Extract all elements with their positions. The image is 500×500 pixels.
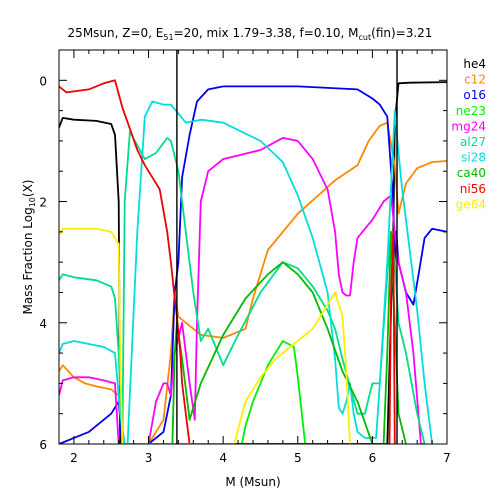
series-line-ge64 bbox=[59, 227, 351, 444]
y-axis-ticks: 0 2 4 6 bbox=[39, 49, 447, 452]
legend-entry-ni56: ni56 bbox=[460, 182, 486, 196]
x-tick-label: 4 bbox=[219, 451, 227, 465]
reference-lines bbox=[176, 50, 398, 444]
legend-entry-o16: o16 bbox=[463, 88, 486, 102]
y-tick-label: 6 bbox=[39, 438, 47, 452]
legend-entry-he4: he4 bbox=[463, 57, 486, 71]
legend-entry-al27: al27 bbox=[460, 135, 486, 149]
series-line-ni56 bbox=[59, 79, 396, 444]
y-tick-label: 0 bbox=[39, 74, 47, 88]
legend-entry-mg24: mg24 bbox=[451, 119, 486, 133]
series-line-ca40 bbox=[171, 230, 407, 444]
y-tick-label: 4 bbox=[39, 317, 47, 331]
legend-entry-si28: si28 bbox=[461, 151, 486, 165]
x-tick-label: 6 bbox=[369, 451, 377, 465]
x-axis-ticks: 2 3 4 5 6 7 bbox=[58, 50, 451, 465]
chart-title: 25Msun, Z=0, E51=20, mix 1.79–3.38, f=0.… bbox=[68, 26, 433, 42]
x-tick-label: 7 bbox=[443, 451, 451, 465]
series-line-mg24 bbox=[59, 137, 425, 444]
series-curves bbox=[59, 79, 447, 444]
legend-entry-c12: c12 bbox=[464, 73, 486, 87]
legend-entry-ne23: ne23 bbox=[456, 104, 486, 118]
y-axis-label: Mass Fraction Log10(X) bbox=[21, 180, 37, 315]
x-tick-label: 3 bbox=[145, 451, 153, 465]
x-axis-label: M (Msun) bbox=[225, 475, 280, 489]
x-tick-label: 5 bbox=[294, 451, 302, 465]
legend-entry-ge64: ge64 bbox=[456, 197, 486, 211]
x-tick-label: 2 bbox=[70, 451, 78, 465]
legend-entry-ca40: ca40 bbox=[457, 166, 486, 180]
series-line-ne23 bbox=[240, 340, 307, 444]
y-tick-label: 2 bbox=[39, 196, 47, 210]
series-line-al27 bbox=[59, 130, 426, 444]
series-line-si28 bbox=[59, 100, 433, 444]
